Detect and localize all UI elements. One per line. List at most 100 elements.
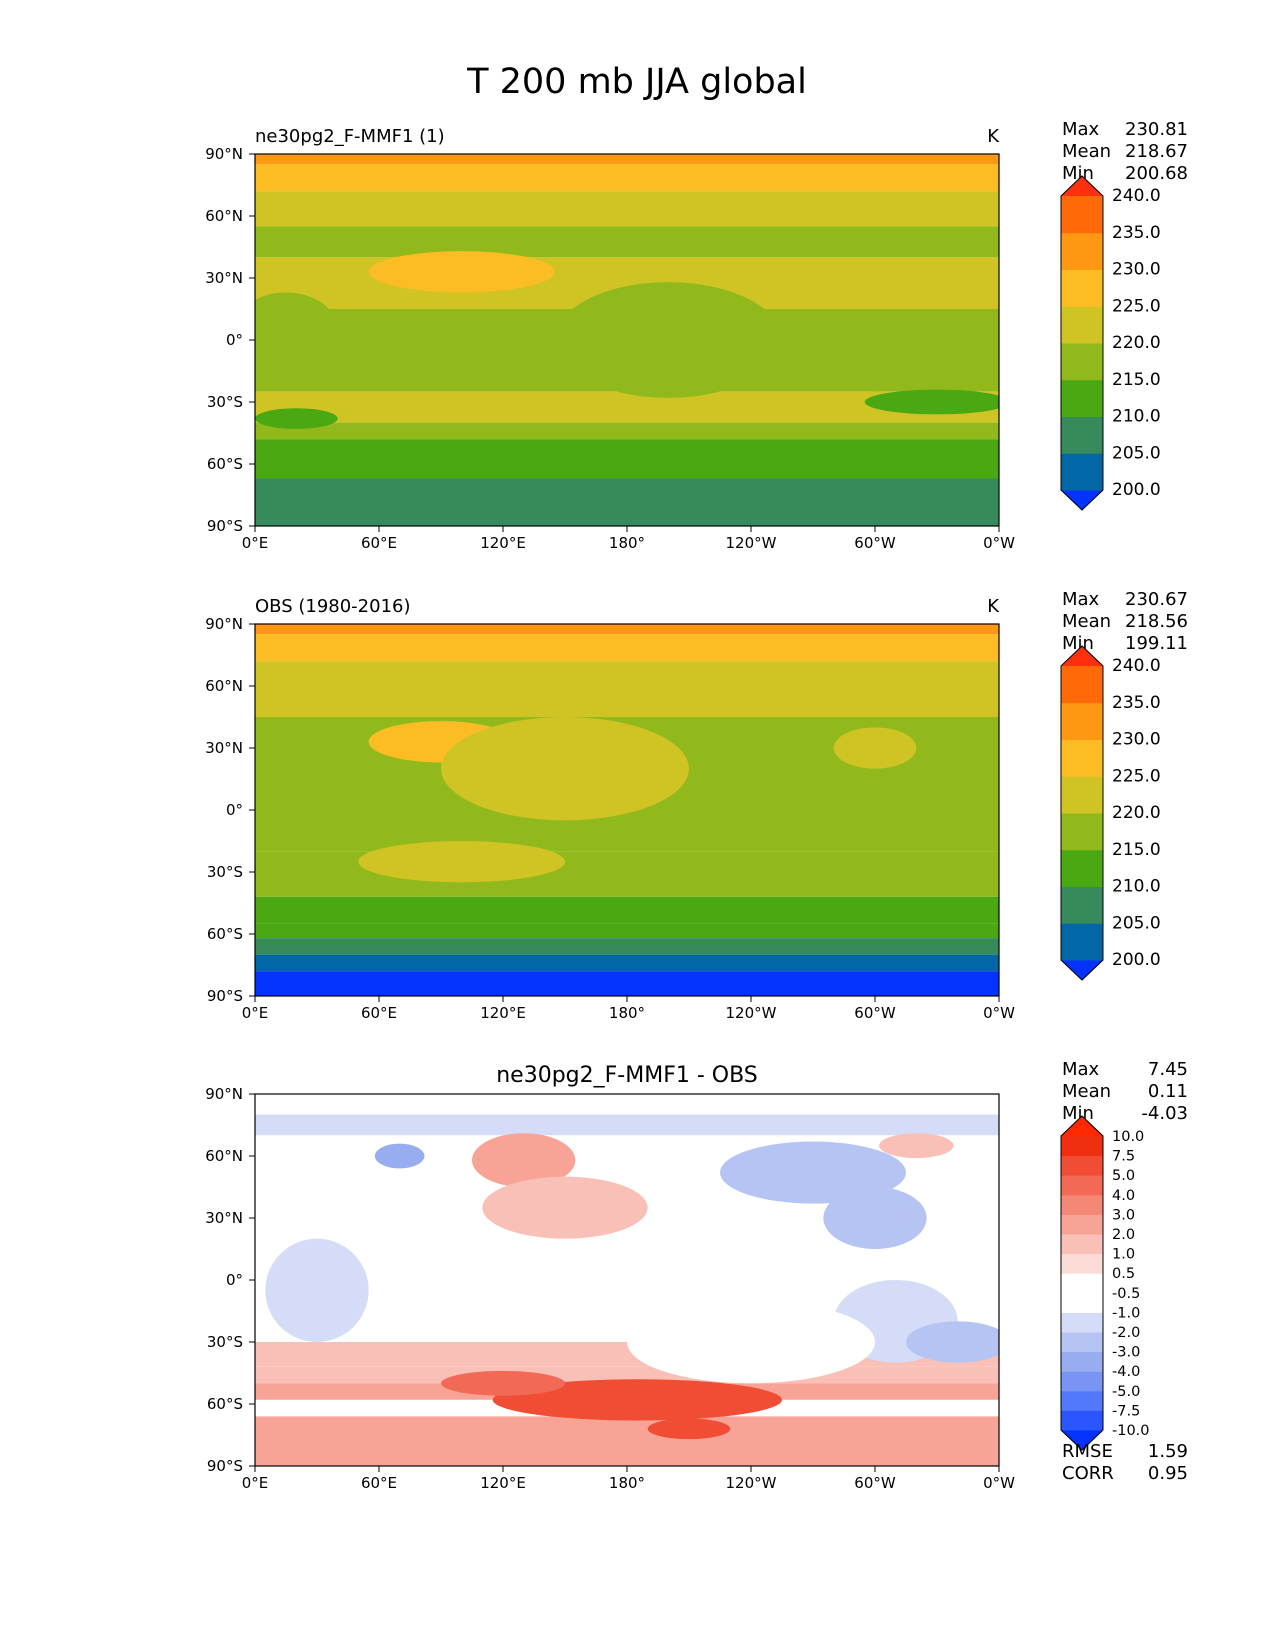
y-tick-label: 90°N xyxy=(205,615,243,633)
y-tick-label: 30°S xyxy=(207,393,243,411)
colorbar-tick-label: 4.0 xyxy=(1112,1188,1135,1204)
colorbar-tick-label: -10.0 xyxy=(1112,1423,1150,1439)
x-tick-label: 0°W xyxy=(983,1004,1015,1022)
colorbar-segment xyxy=(1061,1194,1103,1215)
stat-label: Mean xyxy=(1062,1081,1111,1102)
lat-band-1 xyxy=(255,624,999,635)
stat-label: Mean xyxy=(1062,141,1111,162)
y-tick-label: 30°S xyxy=(207,1333,243,1351)
panel-units: K xyxy=(987,596,1000,617)
colorbar-tick-label: 225.0 xyxy=(1112,296,1161,316)
colorbar-segment xyxy=(1061,196,1103,234)
stat-footer-label: RMSE xyxy=(1062,1441,1113,1462)
stat-label: Min xyxy=(1062,163,1094,184)
stat-value: 218.67 xyxy=(1125,141,1188,162)
x-tick-label: 60°W xyxy=(854,1474,896,1492)
stat-footer-value: 0.95 xyxy=(1148,1463,1188,1484)
colorbar-segment xyxy=(1061,1410,1103,1431)
colorbar-tick-label: -2.0 xyxy=(1112,1325,1140,1341)
lat-band-2 xyxy=(255,164,999,192)
stat-label: Max xyxy=(1062,119,1100,140)
colorbar-tick-label: 235.0 xyxy=(1112,693,1161,713)
colorbar-segment xyxy=(1061,1273,1103,1294)
contour-field xyxy=(255,154,999,526)
stat-footer-value: 1.59 xyxy=(1148,1441,1188,1462)
colorbar-tick-label: -1.0 xyxy=(1112,1305,1140,1321)
y-tick-label: 30°S xyxy=(207,863,243,881)
colorbar-segment xyxy=(1061,923,1103,961)
colorbar-segment xyxy=(1061,1390,1103,1411)
figure-title: T 200 mb JJA global xyxy=(466,62,807,102)
colorbar-segment xyxy=(1061,739,1103,777)
anomaly-region-4 xyxy=(823,1187,927,1249)
colorbar-tick-label: -7.5 xyxy=(1112,1403,1140,1419)
lat-band-11 xyxy=(255,971,999,996)
contour-field xyxy=(255,1094,999,1466)
lat-band-9 xyxy=(255,439,999,464)
lat-band-9 xyxy=(255,938,999,955)
colorbar-outline xyxy=(1060,1115,1104,1451)
lat-band-12 xyxy=(255,495,999,526)
stat-label: Max xyxy=(1062,1059,1100,1080)
y-tick-label: 60°S xyxy=(207,455,243,473)
colorbar-segment xyxy=(1061,1253,1103,1274)
colorbar-tick-label: 240.0 xyxy=(1112,656,1161,676)
colorbar: -10.0 -7.5 -5.0 -4.0 -3.0 -2.0 -1.0 -0.5 0.5 1.0 2… xyxy=(1060,1115,1150,1451)
lat-band-11 xyxy=(255,478,999,495)
colorbar-segment xyxy=(1061,1175,1103,1196)
y-tick-label: 90°S xyxy=(207,987,243,1005)
y-tick-label: 90°N xyxy=(205,1085,243,1103)
y-tick-label: 60°S xyxy=(207,1395,243,1413)
colorbar-segment xyxy=(1061,886,1103,924)
lat-band-8 xyxy=(255,422,999,440)
x-tick-label: 0°E xyxy=(242,534,269,552)
colorbar-segment xyxy=(1061,379,1103,417)
y-tick-label: 60°S xyxy=(207,925,243,943)
anomaly-region-1 xyxy=(368,251,555,293)
colorbar-tick-label: 2.0 xyxy=(1112,1227,1135,1243)
stat-value: 230.81 xyxy=(1125,119,1188,140)
colorbar-segment xyxy=(1061,666,1103,704)
y-tick-label: 60°N xyxy=(205,677,243,695)
colorbar-tick-label: 225.0 xyxy=(1112,766,1161,786)
x-tick-label: 180° xyxy=(609,1004,645,1022)
colorbar-extend-min xyxy=(1061,960,1103,980)
colorbar-tick-label: 1.0 xyxy=(1112,1247,1135,1263)
colorbar-segment xyxy=(1061,453,1103,491)
colorbar-tick-label: 5.0 xyxy=(1112,1168,1135,1184)
colorbar-segment xyxy=(1061,1155,1103,1176)
colorbar-segment xyxy=(1061,269,1103,307)
colorbar-segment xyxy=(1061,343,1103,381)
anomaly-region-3 xyxy=(255,292,338,367)
colorbar-tick-label: 230.0 xyxy=(1112,260,1161,280)
anomaly-region-11 xyxy=(647,1418,731,1440)
colorbar-tick-label: 0.5 xyxy=(1112,1266,1135,1282)
y-tick-label: 0° xyxy=(226,801,243,819)
anomaly-region-5 xyxy=(864,389,999,415)
y-tick-label: 30°N xyxy=(205,739,243,757)
lat-band-10 xyxy=(255,954,999,972)
anomaly-region-2 xyxy=(441,717,689,821)
anomaly-region-3 xyxy=(358,841,565,883)
y-tick-label: 60°N xyxy=(205,207,243,225)
colorbar-segment xyxy=(1061,1371,1103,1392)
colorbar-tick-label: -4.0 xyxy=(1112,1364,1140,1380)
panel-title-center: ne30pg2_F-MMF1 - OBS xyxy=(496,1063,758,1088)
stat-label: Min xyxy=(1062,633,1094,654)
colorbar-tick-label: 210.0 xyxy=(1112,877,1161,897)
colorbar-tick-label: 215.0 xyxy=(1112,840,1161,860)
lat-band-9 xyxy=(255,1416,999,1466)
anomaly-region-2 xyxy=(482,1176,648,1239)
anomaly-region-10 xyxy=(441,1370,565,1396)
lat-band-1 xyxy=(255,154,999,165)
colorbar-segment xyxy=(1061,702,1103,740)
anomaly-region-2 xyxy=(554,282,782,398)
colorbar-tick-label: 205.0 xyxy=(1112,913,1161,933)
x-tick-label: 120°W xyxy=(726,1474,777,1492)
colorbar: 200.0 205.0 210.0 215.0 220.0 225.0 230.0 235.0… xyxy=(1060,175,1161,511)
colorbar-tick-label: 220.0 xyxy=(1112,333,1161,353)
stat-value: 199.11 xyxy=(1125,633,1188,654)
colorbar-outline xyxy=(1060,645,1104,981)
stat-footer-label: CORR xyxy=(1062,1463,1114,1484)
x-tick-label: 120°E xyxy=(480,1474,526,1492)
